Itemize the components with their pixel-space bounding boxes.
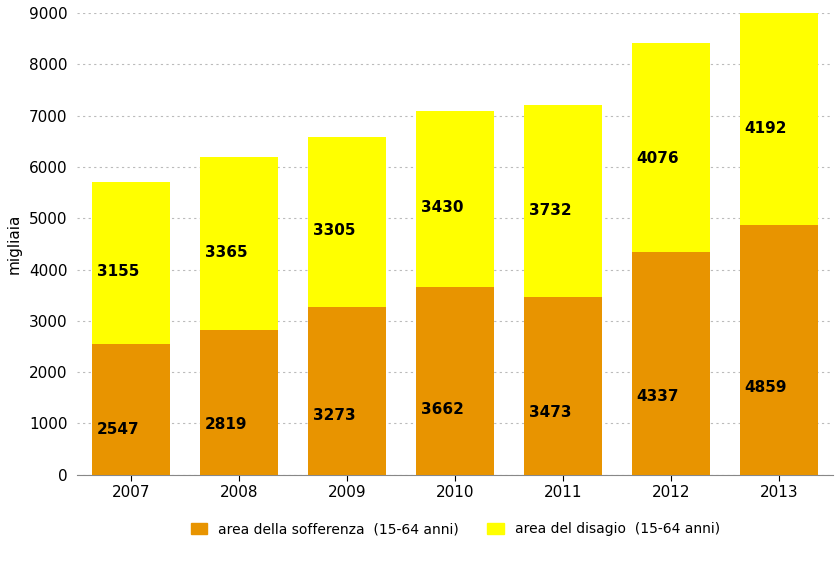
Text: 3473: 3473 bbox=[528, 405, 571, 420]
Bar bbox=[200, 330, 278, 475]
Text: 4192: 4192 bbox=[744, 121, 787, 136]
Text: 2547: 2547 bbox=[97, 422, 139, 437]
Bar bbox=[92, 182, 170, 344]
Bar bbox=[524, 105, 602, 296]
Text: 3365: 3365 bbox=[205, 245, 247, 260]
Y-axis label: migliaia: migliaia bbox=[7, 214, 22, 274]
Text: 3732: 3732 bbox=[528, 203, 571, 218]
Bar bbox=[417, 287, 494, 475]
Bar bbox=[740, 225, 818, 475]
Bar bbox=[633, 43, 710, 252]
Bar bbox=[308, 137, 386, 307]
Text: 4337: 4337 bbox=[637, 390, 679, 404]
Bar bbox=[524, 296, 602, 475]
Text: 4859: 4859 bbox=[744, 380, 787, 395]
Text: 2819: 2819 bbox=[205, 417, 247, 432]
Text: 4076: 4076 bbox=[637, 151, 680, 166]
Bar bbox=[740, 10, 818, 225]
Text: 3305: 3305 bbox=[312, 223, 355, 238]
Text: 3662: 3662 bbox=[421, 401, 464, 416]
Bar bbox=[92, 344, 170, 475]
Bar bbox=[200, 157, 278, 330]
Bar bbox=[417, 111, 494, 287]
Bar bbox=[633, 252, 710, 475]
Text: 3155: 3155 bbox=[97, 263, 139, 278]
Text: 3273: 3273 bbox=[312, 409, 355, 423]
Text: 3430: 3430 bbox=[421, 200, 463, 215]
Bar bbox=[308, 307, 386, 475]
Legend: area della sofferenza  (15-64 anni), area del disagio  (15-64 anni): area della sofferenza (15-64 anni), area… bbox=[185, 516, 725, 542]
